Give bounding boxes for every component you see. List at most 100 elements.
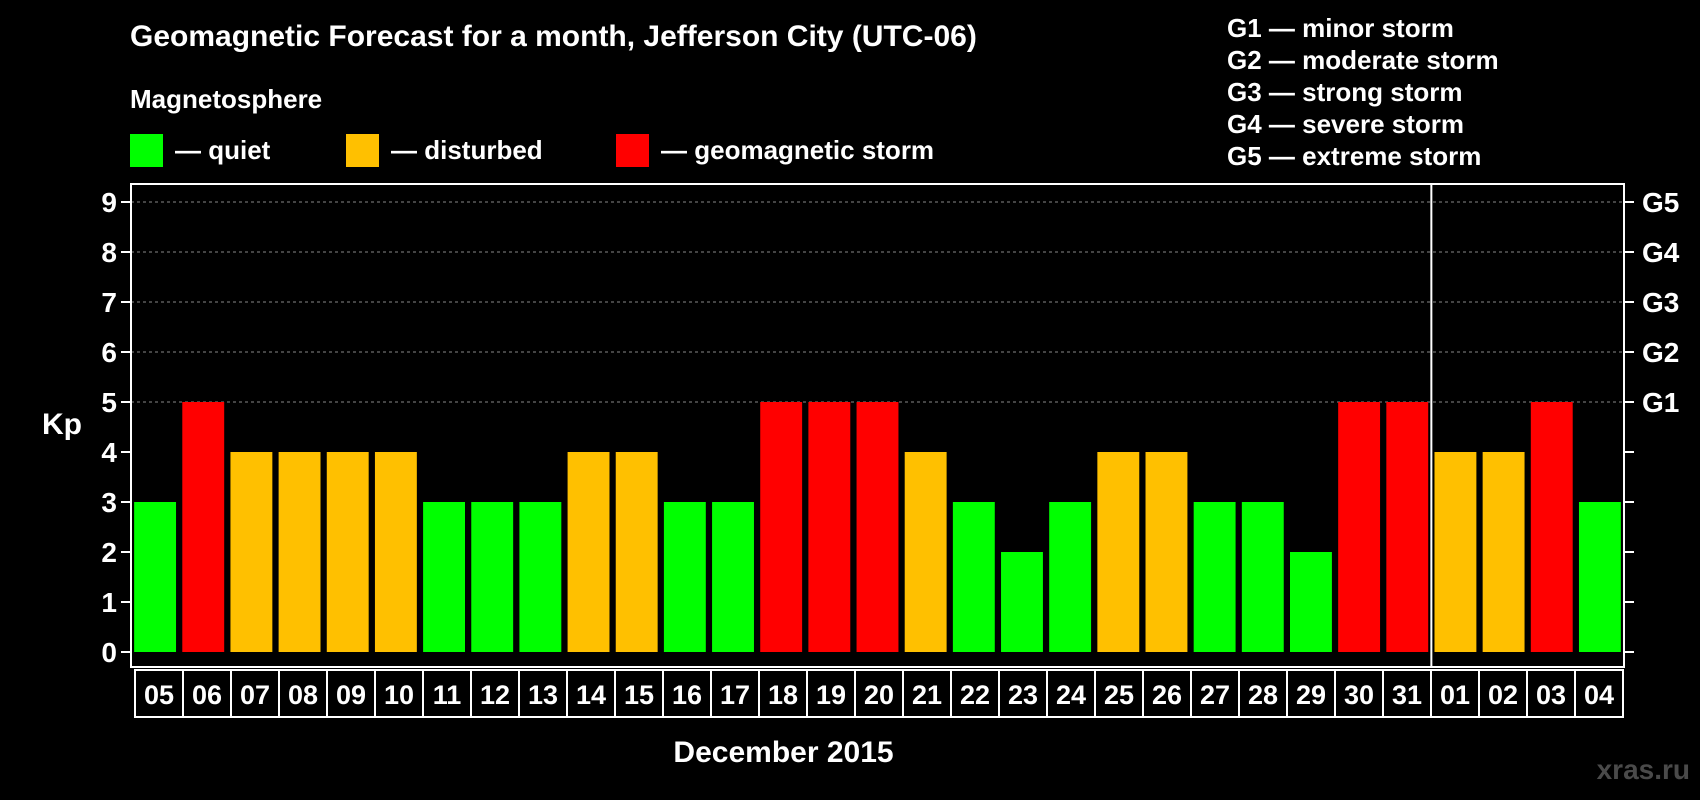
- x-tick-label: 08: [288, 680, 318, 710]
- g-tick-label: G1: [1642, 387, 1679, 418]
- x-tick-label: 14: [576, 680, 606, 710]
- y-tick-label: 8: [101, 237, 117, 268]
- y-tick-label: 6: [101, 337, 117, 368]
- bar-19: [808, 402, 851, 652]
- g-tick-label: G4: [1642, 237, 1680, 268]
- bar-09: [326, 452, 369, 652]
- bar-07: [230, 452, 273, 652]
- watermark: xras.ru: [1596, 754, 1690, 785]
- x-tick-label: 31: [1392, 680, 1422, 710]
- x-tick-labels: 05 06 07 08 09 10 11 12 13 14 15 16 17 18 19 20 21 22 23 24…: [134, 669, 1624, 718]
- bar-22: [952, 502, 995, 652]
- x-tick-label: 04: [1584, 680, 1614, 710]
- bar-28: [1241, 502, 1284, 652]
- x-tick-label: 07: [240, 680, 270, 710]
- bar-31: [1386, 402, 1429, 652]
- g-tick-label: G2: [1642, 337, 1679, 368]
- bar-05: [134, 502, 177, 652]
- x-tick-label: 29: [1296, 680, 1326, 710]
- x-tick-label: 05: [144, 680, 174, 710]
- x-tick-label: 09: [336, 680, 366, 710]
- x-tick-label: 21: [912, 680, 942, 710]
- legend-storm-swatch: [616, 133, 649, 167]
- y-tick-label: 1: [101, 587, 117, 618]
- bar-10: [374, 452, 417, 652]
- x-tick-label: 20: [864, 680, 894, 710]
- legend-subtitle: Magnetosphere: [130, 84, 323, 114]
- x-tick-label: 01: [1440, 680, 1470, 710]
- bar-13: [519, 502, 562, 652]
- x-tick-label: 26: [1152, 680, 1182, 710]
- bar-20: [856, 402, 899, 652]
- plot-frame: [130, 183, 1625, 668]
- x-tick-label: 24: [1056, 680, 1086, 710]
- x-tick-label: 03: [1536, 680, 1566, 710]
- bar-27: [1193, 502, 1236, 652]
- x-label-frame: [134, 669, 1624, 718]
- bar-08: [278, 452, 321, 652]
- g-legend-row: G2 — moderate storm: [1227, 45, 1499, 75]
- grid-lines: [131, 201, 1624, 403]
- x-tick-label: 19: [816, 680, 846, 710]
- chart-title: Geomagnetic Forecast for a month, Jeffer…: [130, 20, 977, 53]
- bar-29: [1290, 552, 1332, 652]
- axes: [130, 183, 1625, 668]
- x-tick-label: 23: [1008, 680, 1038, 710]
- y-tick-label: 4: [101, 437, 117, 468]
- x-tick-label: 06: [192, 680, 222, 710]
- legend-disturbed-swatch: [346, 133, 379, 167]
- y-tick-label: 7: [101, 287, 117, 318]
- legend-storm-label: — geomagnetic storm: [661, 134, 935, 165]
- y-tick-label: 2: [101, 537, 117, 568]
- x-tick-label: 15: [624, 680, 654, 710]
- y-axis-label: Kp: [42, 408, 82, 441]
- x-tick-label: 16: [672, 680, 702, 710]
- y-tick-label: 3: [101, 487, 117, 518]
- y-tick-label: 9: [101, 187, 117, 218]
- legend-disturbed-label: — disturbed: [391, 134, 543, 165]
- x-tick-label: 17: [720, 680, 750, 710]
- legend-disturbed: — disturbed: [346, 132, 543, 168]
- x-tick-label: 25: [1104, 680, 1134, 710]
- bar-23: [1001, 552, 1043, 652]
- x-axis-label: December 2015: [673, 736, 894, 769]
- bar-02: [1482, 452, 1525, 652]
- bar-18: [760, 402, 803, 652]
- legend-quiet-label: — quiet: [175, 134, 271, 165]
- bar-21: [904, 452, 947, 652]
- legend-quiet: — quiet: [130, 132, 270, 168]
- bar-06: [182, 402, 225, 652]
- bar-15: [615, 452, 658, 652]
- y-ticks: 0 1 2 3 4 5 6 7 8 9 G1 G2 G3 G4 G5: [101, 187, 1679, 668]
- bar-25: [1097, 452, 1140, 652]
- g-tick-label: G5: [1642, 187, 1679, 218]
- g-scale-legend: G1 — minor storm G2 — moderate storm G3 …: [1227, 12, 1499, 172]
- bar-16: [663, 502, 706, 652]
- x-tick-label: 22: [960, 680, 990, 710]
- bar-26: [1145, 452, 1188, 652]
- bar-01: [1434, 452, 1477, 652]
- g-tick-label: G3: [1642, 287, 1679, 318]
- bar-30: [1338, 402, 1381, 652]
- bar-11: [423, 502, 465, 652]
- bar-24: [1049, 502, 1092, 652]
- x-tick-label: 30: [1344, 680, 1374, 710]
- bar-04: [1578, 502, 1621, 652]
- x-tick-label: 12: [480, 680, 510, 710]
- y-tick-label: 5: [101, 387, 117, 418]
- x-tick-label: 27: [1200, 680, 1230, 710]
- g-legend-row: G1 — minor storm: [1227, 13, 1454, 43]
- bar-17: [712, 502, 754, 652]
- g-legend-row: G4 — severe storm: [1227, 109, 1465, 139]
- x-tick-label: 02: [1488, 680, 1518, 710]
- bar-14: [567, 452, 610, 652]
- legend-storm: — geomagnetic storm: [616, 132, 934, 168]
- bar-12: [471, 502, 514, 652]
- x-tick-label: 11: [433, 680, 462, 710]
- g-legend-row: G3 — strong storm: [1227, 77, 1463, 107]
- x-tick-label: 18: [768, 680, 798, 710]
- x-tick-label: 28: [1248, 680, 1278, 710]
- bar-03: [1530, 402, 1573, 652]
- y-tick-label: 0: [101, 637, 117, 668]
